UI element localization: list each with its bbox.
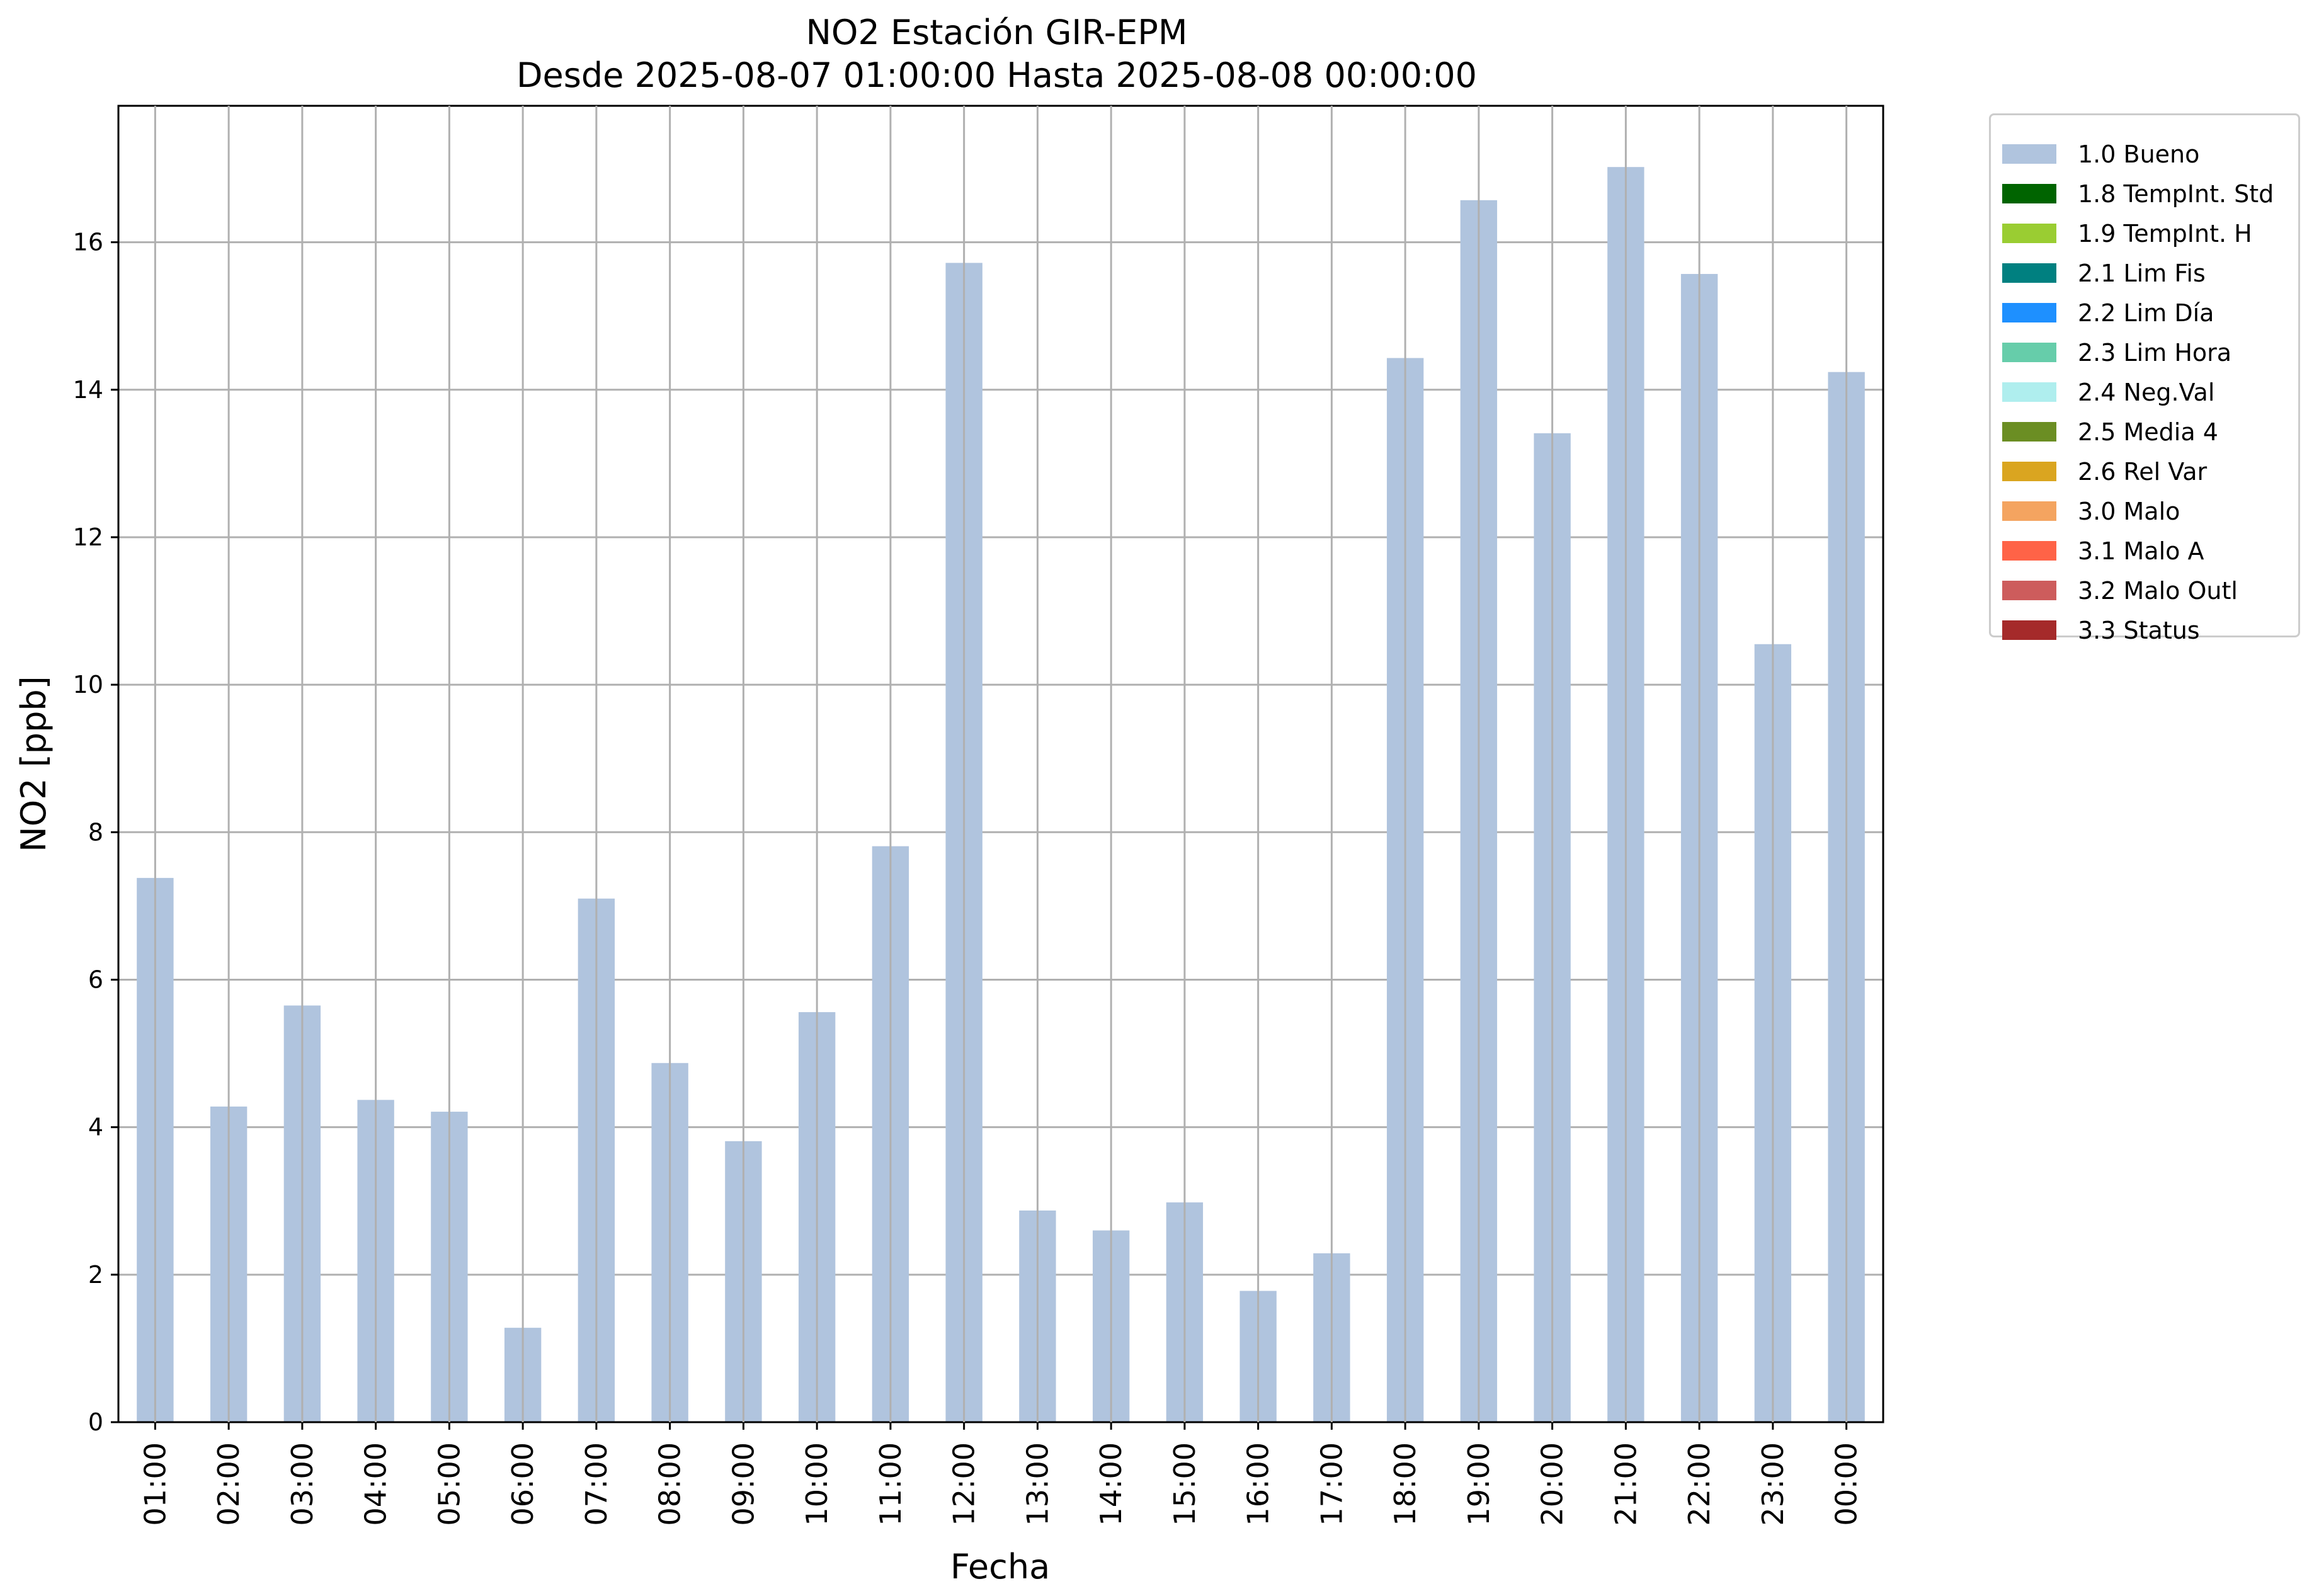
legend-label: 1.9 TempInt. H <box>2078 219 2252 248</box>
y-tick-label: 16 <box>73 229 103 256</box>
legend-item: 2.5 Media 4 <box>2002 412 2218 452</box>
x-tick-label: 05:00 <box>432 1442 466 1526</box>
x-tick-label: 18:00 <box>1388 1442 1422 1526</box>
y-tick-label: 2 <box>88 1261 103 1289</box>
legend-item: 3.2 Malo Outl <box>2002 571 2238 610</box>
legend: 1.0 Bueno 1.8 TempInt. Std 1.9 TempInt. H 2… <box>1989 113 2300 644</box>
x-tick-label: 19:00 <box>1462 1442 1496 1526</box>
legend-swatch <box>2002 184 2056 203</box>
plot-frame <box>117 105 1884 1423</box>
legend-label: 3.1 Malo A <box>2078 537 2204 565</box>
x-tick-label: 04:00 <box>359 1442 393 1526</box>
y-tick-label: 8 <box>88 818 103 846</box>
x-tick-label: 00:00 <box>1830 1442 1864 1526</box>
x-tick-label: 10:00 <box>800 1442 834 1526</box>
grid-lines <box>118 241 1883 1423</box>
legend-swatch <box>2002 462 2056 481</box>
legend-item: 3.1 Malo A <box>2002 531 2204 571</box>
legend-label: 3.3 Status <box>2078 616 2200 644</box>
legend-label: 3.2 Malo Outl <box>2078 576 2238 605</box>
axis-ticks: 0 2 4 6 8 10 12 14 16 01:00 02:00 03:00 04:00 05:00 06… <box>73 106 1864 1526</box>
legend-swatch <box>2002 541 2056 561</box>
legend-label: 2.3 Lim Hora <box>2078 338 2232 367</box>
legend-label: 2.4 Neg.Val <box>2078 378 2215 406</box>
legend-swatch <box>2002 303 2056 322</box>
legend-swatch <box>2002 581 2056 600</box>
chart-subtitle: Desde 2025-08-07 01:00:00 Hasta 2025-08-… <box>516 55 1478 95</box>
x-tick-label: 09:00 <box>726 1442 760 1526</box>
x-tick-label: 15:00 <box>1168 1442 1202 1526</box>
legend-item: 1.9 TempInt. H <box>2002 214 2252 253</box>
legend-swatch <box>2002 263 2056 283</box>
y-tick-label: 0 <box>88 1408 103 1436</box>
legend-label: 1.0 Bueno <box>2078 140 2200 168</box>
legend-label: 2.6 Rel Var <box>2078 457 2208 486</box>
x-tick-label: 21:00 <box>1609 1442 1643 1526</box>
legend-item: 2.6 Rel Var <box>2002 452 2207 491</box>
legend-item: 2.4 Neg.Val <box>2002 372 2214 412</box>
legend-label: 2.5 Media 4 <box>2078 418 2218 446</box>
y-tick-label: 12 <box>73 523 103 551</box>
x-tick-label: 14:00 <box>1094 1442 1128 1526</box>
x-tick-label: 06:00 <box>506 1442 540 1526</box>
x-tick-label: 01:00 <box>138 1442 172 1526</box>
legend-label: 2.2 Lim Día <box>2078 299 2214 327</box>
x-tick-label: 20:00 <box>1536 1442 1570 1526</box>
legend-swatch <box>2002 501 2056 521</box>
legend-swatch <box>2002 422 2056 442</box>
x-tick-label: 08:00 <box>653 1442 687 1526</box>
legend-item: 3.0 Malo <box>2002 491 2180 531</box>
x-tick-label: 17:00 <box>1314 1442 1348 1526</box>
legend-item: 2.1 Lim Fis <box>2002 253 2206 293</box>
legend-item: 1.8 TempInt. Std <box>2002 174 2274 214</box>
legend-label: 3.0 Malo <box>2078 497 2180 525</box>
x-tick-label: 02:00 <box>212 1442 246 1526</box>
x-tick-label: 12:00 <box>947 1442 981 1526</box>
legend-label: 2.1 Lim Fis <box>2078 259 2206 287</box>
legend-item: 3.3 Status <box>2002 610 2200 650</box>
legend-item: 1.0 Bueno <box>2002 134 2199 174</box>
legend-item: 2.2 Lim Día <box>2002 293 2214 333</box>
x-axis-label: Fecha <box>950 1547 1050 1587</box>
y-tick-label: 10 <box>73 671 103 698</box>
x-tick-label: 11:00 <box>874 1442 908 1526</box>
y-tick-label: 4 <box>88 1114 103 1141</box>
legend-swatch <box>2002 620 2056 640</box>
legend-label: 1.8 TempInt. Std <box>2078 180 2274 208</box>
y-tick-label: 6 <box>88 966 103 993</box>
legend-swatch <box>2002 144 2056 164</box>
y-tick-label: 14 <box>73 376 103 404</box>
x-tick-label: 23:00 <box>1756 1442 1790 1526</box>
legend-swatch <box>2002 224 2056 243</box>
x-tick-label: 03:00 <box>285 1442 319 1526</box>
x-tick-label: 16:00 <box>1241 1442 1275 1526</box>
legend-swatch <box>2002 343 2056 362</box>
legend-swatch <box>2002 382 2056 402</box>
y-axis-label: NO2 [ppb] <box>14 676 54 852</box>
legend-item: 2.3 Lim Hora <box>2002 333 2231 372</box>
chart-title: NO2 Estación GIR-EPM <box>806 13 1188 52</box>
x-tick-label: 07:00 <box>579 1442 613 1526</box>
x-tick-label: 13:00 <box>1020 1442 1054 1526</box>
x-tick-label: 22:00 <box>1682 1442 1716 1526</box>
bars <box>137 167 1865 1423</box>
